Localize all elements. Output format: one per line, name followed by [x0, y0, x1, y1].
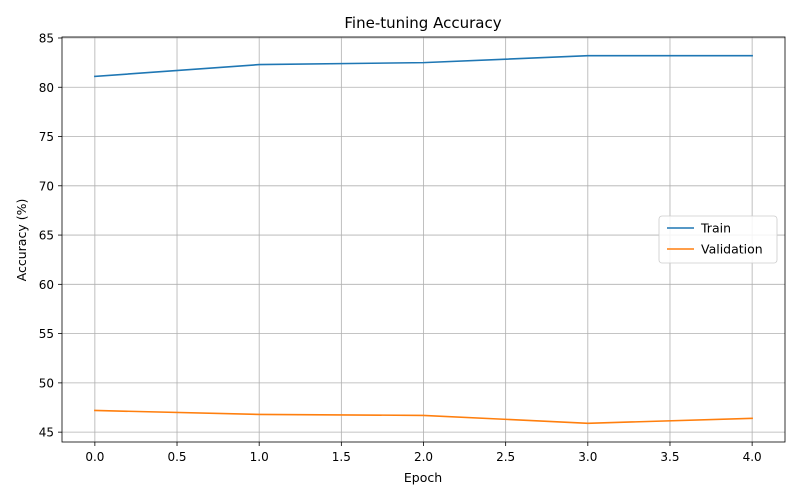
series-line-validation — [94, 409, 753, 425]
y-tick-label: 80 — [39, 81, 54, 95]
x-tick-label: 2.0 — [414, 450, 433, 464]
x-tick-label: 3.0 — [578, 450, 597, 464]
legend: Train Validation — [658, 215, 778, 264]
x-tick-label: 1.5 — [332, 450, 351, 464]
y-tick-label: 85 — [39, 31, 54, 45]
series-line-train — [94, 54, 753, 78]
x-tick-label: 4.0 — [743, 450, 762, 464]
x-tick-label: 2.5 — [496, 450, 515, 464]
x-tick-label: 3.5 — [660, 450, 679, 464]
y-tick-label: 70 — [39, 179, 54, 193]
series-lines — [94, 54, 753, 425]
x-axis-label: Epoch — [404, 470, 442, 485]
chart-title: Fine-tuning Accuracy — [344, 14, 501, 32]
x-tick-label: 0.0 — [85, 450, 104, 464]
y-tick-label: 60 — [39, 278, 54, 292]
y-axis-ticks: 45 50 55 60 65 70 75 80 85 — [39, 31, 62, 440]
x-axis-ticks: 0.0 0.5 1.0 1.5 2.0 2.5 3.0 3.5 4.0 — [85, 442, 762, 464]
y-tick-label: 65 — [39, 229, 54, 243]
x-tick-label: 0.5 — [167, 450, 186, 464]
y-tick-label: 55 — [39, 327, 54, 341]
y-tick-label: 45 — [39, 426, 54, 440]
legend-label-validation: Validation — [701, 242, 763, 257]
legend-label-train: Train — [700, 221, 731, 236]
y-axis-label: Accuracy (%) — [14, 199, 29, 282]
y-tick-label: 50 — [39, 376, 54, 390]
x-tick-label: 1.0 — [250, 450, 269, 464]
y-tick-label: 75 — [39, 130, 54, 144]
